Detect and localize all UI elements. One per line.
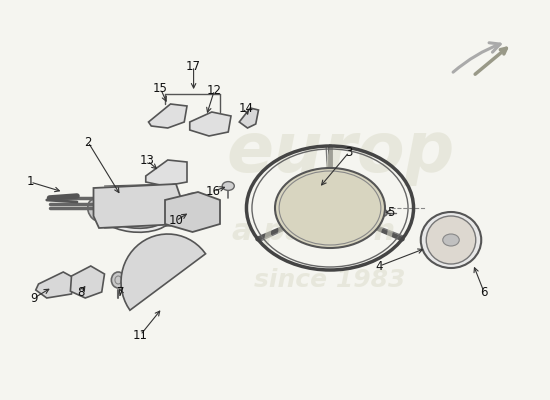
Polygon shape: [70, 266, 104, 298]
Ellipse shape: [319, 200, 341, 216]
Text: 7: 7: [117, 286, 125, 299]
Text: 11: 11: [133, 329, 148, 342]
Text: 16: 16: [206, 185, 221, 198]
Text: 3: 3: [345, 146, 353, 158]
Text: 1: 1: [26, 176, 34, 188]
Ellipse shape: [102, 196, 167, 228]
Text: 9: 9: [30, 292, 38, 304]
Text: europ: europ: [227, 118, 455, 186]
Polygon shape: [190, 112, 231, 136]
Text: 13: 13: [140, 154, 155, 167]
Text: 17: 17: [186, 60, 201, 72]
Polygon shape: [94, 184, 182, 228]
Text: 8: 8: [78, 286, 85, 298]
Text: 6: 6: [480, 286, 488, 298]
Text: since 1983: since 1983: [254, 268, 406, 292]
Polygon shape: [121, 234, 206, 310]
Ellipse shape: [275, 168, 385, 248]
Text: 14: 14: [239, 102, 254, 115]
Text: a passion: a passion: [232, 218, 395, 246]
Text: 4: 4: [376, 260, 383, 272]
Text: 5: 5: [387, 206, 394, 218]
Text: 2: 2: [84, 136, 92, 148]
Polygon shape: [148, 104, 187, 128]
Polygon shape: [146, 160, 187, 186]
Ellipse shape: [97, 192, 173, 232]
Ellipse shape: [426, 216, 476, 264]
Ellipse shape: [421, 212, 481, 268]
Ellipse shape: [377, 209, 387, 216]
Text: 10: 10: [168, 214, 184, 227]
Polygon shape: [165, 192, 220, 232]
Ellipse shape: [111, 272, 125, 288]
Text: 12: 12: [207, 84, 222, 96]
Ellipse shape: [443, 234, 459, 246]
Ellipse shape: [222, 182, 234, 190]
Ellipse shape: [179, 193, 209, 223]
Polygon shape: [36, 272, 74, 298]
Ellipse shape: [87, 199, 105, 221]
Polygon shape: [239, 108, 258, 128]
Text: 15: 15: [153, 82, 168, 95]
